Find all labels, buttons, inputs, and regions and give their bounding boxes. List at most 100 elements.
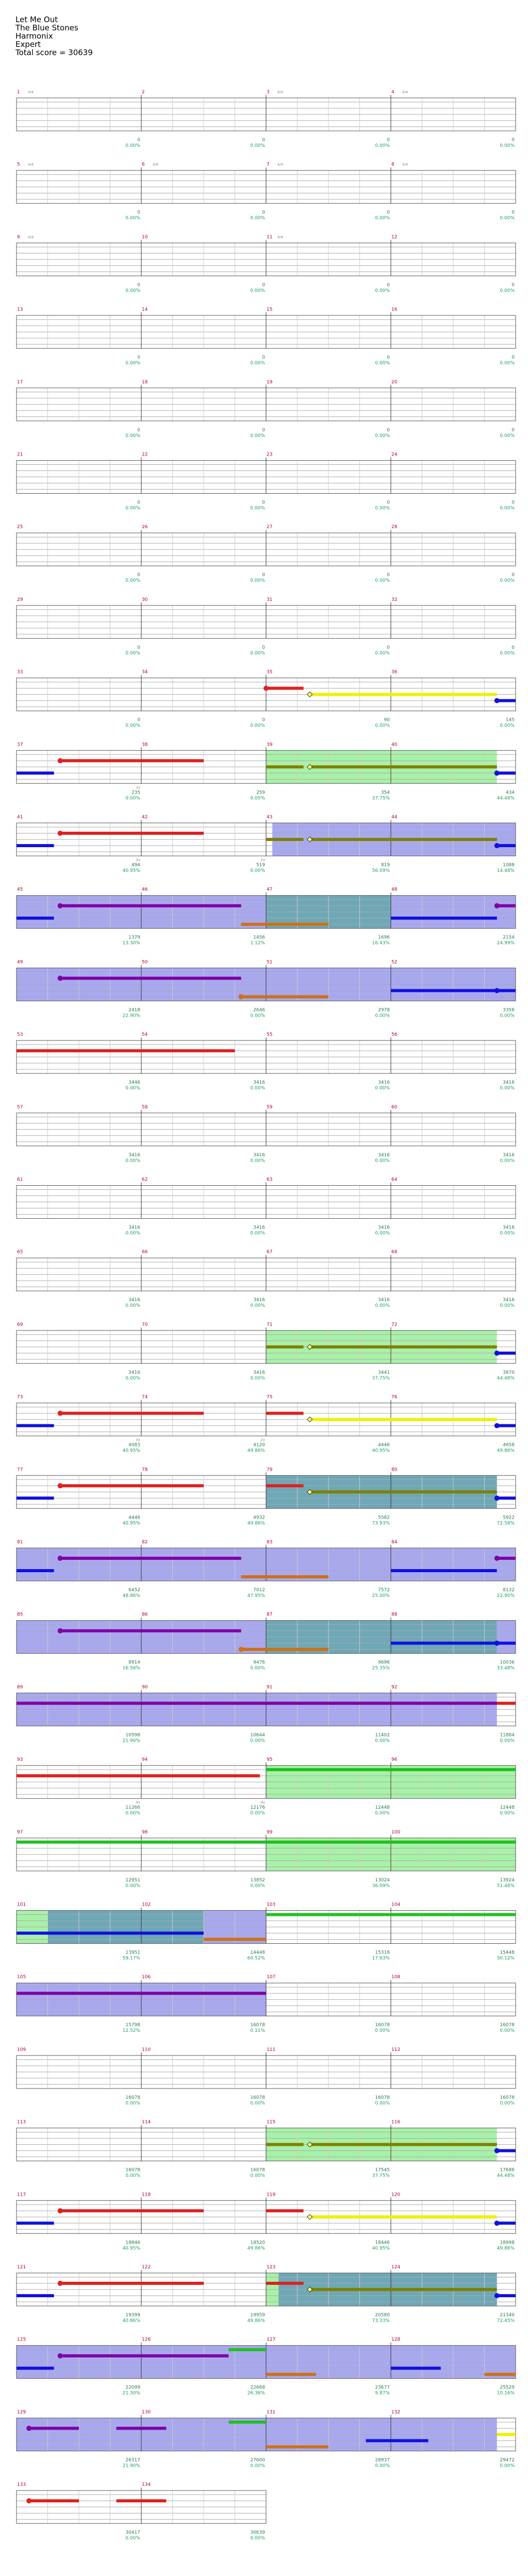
measure-number: 61 bbox=[17, 1177, 23, 1183]
measure-number: 105 bbox=[17, 1975, 26, 1980]
score-percent: 22.90% bbox=[497, 1593, 515, 1598]
score-percent: 0.00% bbox=[250, 506, 265, 511]
score-percent: 0.00% bbox=[500, 1303, 515, 1308]
score-value: 26317 bbox=[125, 2457, 140, 2463]
score-value: 0 bbox=[512, 210, 515, 215]
measure-number: 54 bbox=[142, 1032, 148, 1037]
score-percent: 0.00% bbox=[125, 651, 140, 656]
score-percent: 37.75% bbox=[372, 1376, 390, 1381]
score-value: 4932 bbox=[253, 1515, 265, 1520]
score-value: 0 bbox=[137, 282, 140, 288]
time-signature: 4/4 bbox=[277, 90, 284, 94]
score-value: 0 bbox=[262, 355, 265, 360]
score-percent: 0.00% bbox=[500, 2463, 515, 2468]
score-value: 19959 bbox=[250, 2313, 265, 2318]
measure-number: 8 bbox=[391, 162, 394, 167]
note-ghost bbox=[306, 764, 313, 770]
score-percent: 0.00% bbox=[375, 723, 390, 729]
measure-number: 4 bbox=[391, 90, 394, 95]
measure-number: 40 bbox=[391, 742, 398, 747]
score-value: 13852 bbox=[250, 1878, 265, 1883]
measure-number: 87 bbox=[267, 1612, 272, 1618]
score-value: 0 bbox=[512, 282, 515, 288]
score-percent: 60.52% bbox=[248, 1956, 266, 1961]
score-value: 16078 bbox=[250, 2023, 265, 2028]
score-value: 0 bbox=[512, 355, 515, 360]
score-percent: 1.12% bbox=[250, 941, 265, 946]
score-percent: 10.16% bbox=[497, 2391, 515, 2396]
note-head bbox=[494, 843, 500, 848]
score-percent: 0.00% bbox=[125, 288, 140, 293]
measure-number: 115 bbox=[267, 2120, 275, 2125]
note-head bbox=[238, 994, 244, 1000]
score-percent: 44.48% bbox=[497, 796, 515, 801]
note-head bbox=[494, 903, 500, 908]
measure-number: 56 bbox=[391, 1032, 398, 1037]
measure-number: 106 bbox=[142, 1975, 151, 1980]
note-ghost bbox=[306, 1344, 313, 1350]
score-percent: 0.00% bbox=[375, 361, 390, 366]
score-percent: 72.45% bbox=[497, 2318, 515, 2324]
measure-number: 127 bbox=[267, 2337, 275, 2343]
measure-number: 28 bbox=[391, 525, 398, 530]
score-percent: 0.00% bbox=[250, 578, 265, 583]
score-percent: 9.87% bbox=[375, 2391, 390, 2396]
measure-number: 14 bbox=[142, 307, 148, 312]
score-percent: 0.00% bbox=[250, 1013, 265, 1018]
score-value: 0 bbox=[137, 500, 140, 506]
score-percent: 0.11% bbox=[250, 2028, 265, 2033]
note-ghost bbox=[306, 2286, 313, 2293]
measure-number: 83 bbox=[267, 1540, 272, 1545]
measure-number: 17 bbox=[17, 380, 23, 385]
score-percent: 33.48% bbox=[497, 1666, 515, 1671]
score-percent: 36.09% bbox=[372, 1883, 390, 1889]
note-ghost bbox=[306, 836, 313, 843]
note-head bbox=[57, 903, 63, 908]
score-value: 13924 bbox=[500, 1878, 515, 1883]
score-percent: 0.00% bbox=[250, 216, 265, 221]
measure-number: 59 bbox=[267, 1105, 273, 1110]
song-title: Let Me Out bbox=[15, 15, 58, 24]
measure-number: 11 bbox=[267, 234, 272, 240]
measure-number: 74 bbox=[142, 1395, 148, 1400]
measure-number: 90 bbox=[142, 1685, 148, 1690]
score-percent: 0.00% bbox=[500, 651, 515, 656]
score-percent: 0.00% bbox=[375, 288, 390, 293]
score-percent: 49.86% bbox=[497, 2246, 515, 2251]
note-head bbox=[494, 770, 500, 776]
score-value: 6452 bbox=[128, 1588, 140, 1593]
score-value: 434 bbox=[506, 790, 515, 795]
measure-number: 103 bbox=[267, 1902, 275, 1908]
score-percent: 0.00% bbox=[500, 143, 515, 148]
measure-number: 5 bbox=[17, 162, 20, 167]
score-value: 0 bbox=[512, 500, 515, 506]
score-percent: 17.63% bbox=[372, 1956, 390, 1961]
note-head bbox=[57, 2208, 63, 2214]
measure-number: 23 bbox=[267, 452, 272, 458]
score-percent: 0.00% bbox=[500, 433, 515, 439]
score-percent: 0.00% bbox=[250, 1086, 265, 1091]
measure-number: 10 bbox=[142, 234, 148, 240]
time-signature: 4/4 bbox=[28, 235, 34, 239]
score-value: 3356 bbox=[503, 1007, 515, 1013]
measure-number: 58 bbox=[142, 1105, 148, 1110]
score-value: 27600 bbox=[250, 2457, 265, 2463]
measure-number: 47 bbox=[267, 887, 272, 893]
measure-number: 51 bbox=[267, 959, 272, 965]
score-percent: 49.86% bbox=[248, 2246, 266, 2251]
score-value: 1696 bbox=[378, 935, 390, 940]
measure-number: 96 bbox=[391, 1757, 398, 1762]
score-value: 22668 bbox=[250, 2385, 265, 2390]
score-percent: 16.43% bbox=[372, 941, 390, 946]
measure-number: 94 bbox=[142, 1757, 148, 1762]
score-value: 819 bbox=[381, 863, 390, 868]
score-value: 3416 bbox=[503, 1298, 515, 1303]
measure-number: 117 bbox=[17, 2192, 26, 2197]
score-value: 15798 bbox=[125, 2023, 140, 2028]
score-percent: 0.00% bbox=[375, 1158, 390, 1164]
score-percent: 0.00% bbox=[250, 2101, 265, 2106]
score-percent: 13.30% bbox=[123, 941, 141, 946]
score-value: 4083 bbox=[128, 1443, 140, 1448]
measure-number: 55 bbox=[267, 1032, 272, 1037]
